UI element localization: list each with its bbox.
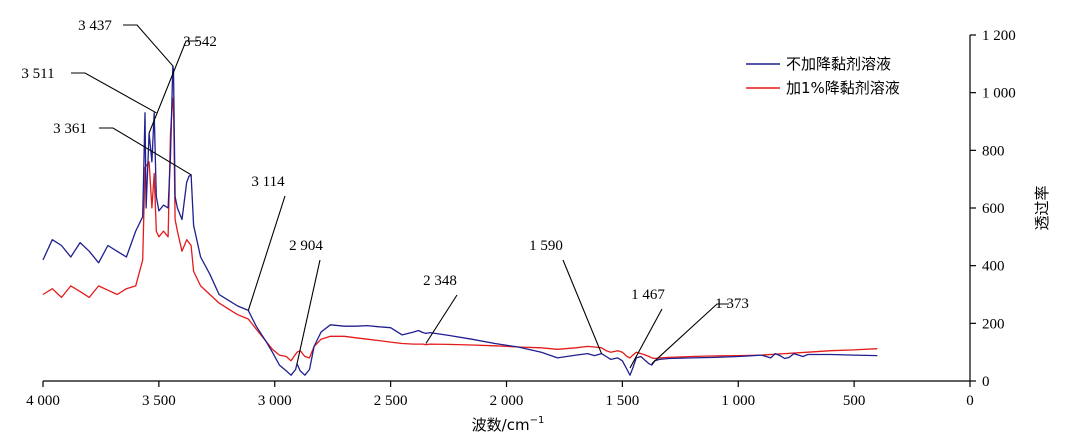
annotation-label: 3 114: [251, 174, 285, 190]
x-tick-label: 0: [966, 393, 974, 409]
series-line-2: [42, 97, 878, 362]
y-tick-label: 600: [982, 201, 1005, 217]
legend-label-series-2: 加1%降黏剂溶液: [786, 79, 900, 97]
series-layer: [42, 66, 878, 376]
annotation-leader-line: [562, 259, 603, 354]
annotation-label: 2 904: [289, 238, 323, 254]
x-axis-label-superscript: −1: [530, 415, 545, 426]
annotation-label: 1 590: [529, 238, 563, 254]
annotation-leader-line: [71, 72, 157, 114]
annotation-label: 3 511: [21, 66, 54, 82]
x-tick-label: 2 500: [374, 393, 408, 409]
series-line-1: [42, 66, 878, 376]
annotation-leader-line: [123, 24, 174, 68]
legend: 不加降黏剂溶液 加1%降黏剂溶液: [746, 55, 900, 97]
x-ticks: 4 000 3 500 3 000 2 500 2 000 1 500 1 000 500 0: [26, 381, 974, 409]
x-tick-label: 4 000: [26, 393, 60, 409]
annotation-leader-line: [296, 259, 321, 364]
annotation-label: 1 373: [715, 296, 749, 312]
x-tick-label: 1 000: [721, 393, 755, 409]
y-tick-label: 800: [982, 143, 1005, 159]
x-tick-label: 2 000: [490, 393, 524, 409]
annotation-leader-line: [148, 40, 198, 134]
y-tick-label: 400: [982, 259, 1005, 275]
annotation-leader-line: [651, 303, 729, 365]
annotation-layer: 3 437 3 542 3 511 3 361 3 114 2 904 2 348 1 590…: [21, 18, 749, 369]
annotation-leader-line: [99, 127, 192, 176]
x-tick-label: 1 500: [606, 393, 640, 409]
y-ticks: 0 200 400 600 800 1 000 1 200: [970, 28, 1016, 390]
legend-label-series-1: 不加降黏剂溶液: [786, 55, 891, 73]
x-tick-label: 500: [843, 393, 866, 409]
annotation-label: 2 348: [423, 273, 457, 289]
x-tick-label: 3 000: [258, 393, 292, 409]
annotation-label: 3 361: [53, 121, 87, 137]
y-tick-label: 0: [982, 374, 990, 390]
y-tick-label: 1 200: [982, 28, 1016, 44]
annotation-leader-line: [629, 308, 663, 369]
y-axis-label: 透过率: [1033, 185, 1051, 230]
y-tick-label: 200: [982, 316, 1005, 332]
annotation-leader-line: [247, 195, 286, 311]
x-axis-label: 波数/cm−1: [472, 415, 545, 434]
annotation-leader-line: [425, 294, 458, 344]
y-tick-label: 1 000: [982, 86, 1016, 102]
x-tick-label: 3 500: [142, 393, 176, 409]
annotation-label: 3 437: [78, 18, 112, 34]
annotation-label: 3 542: [183, 34, 217, 50]
annotation-label: 1 467: [631, 287, 665, 303]
